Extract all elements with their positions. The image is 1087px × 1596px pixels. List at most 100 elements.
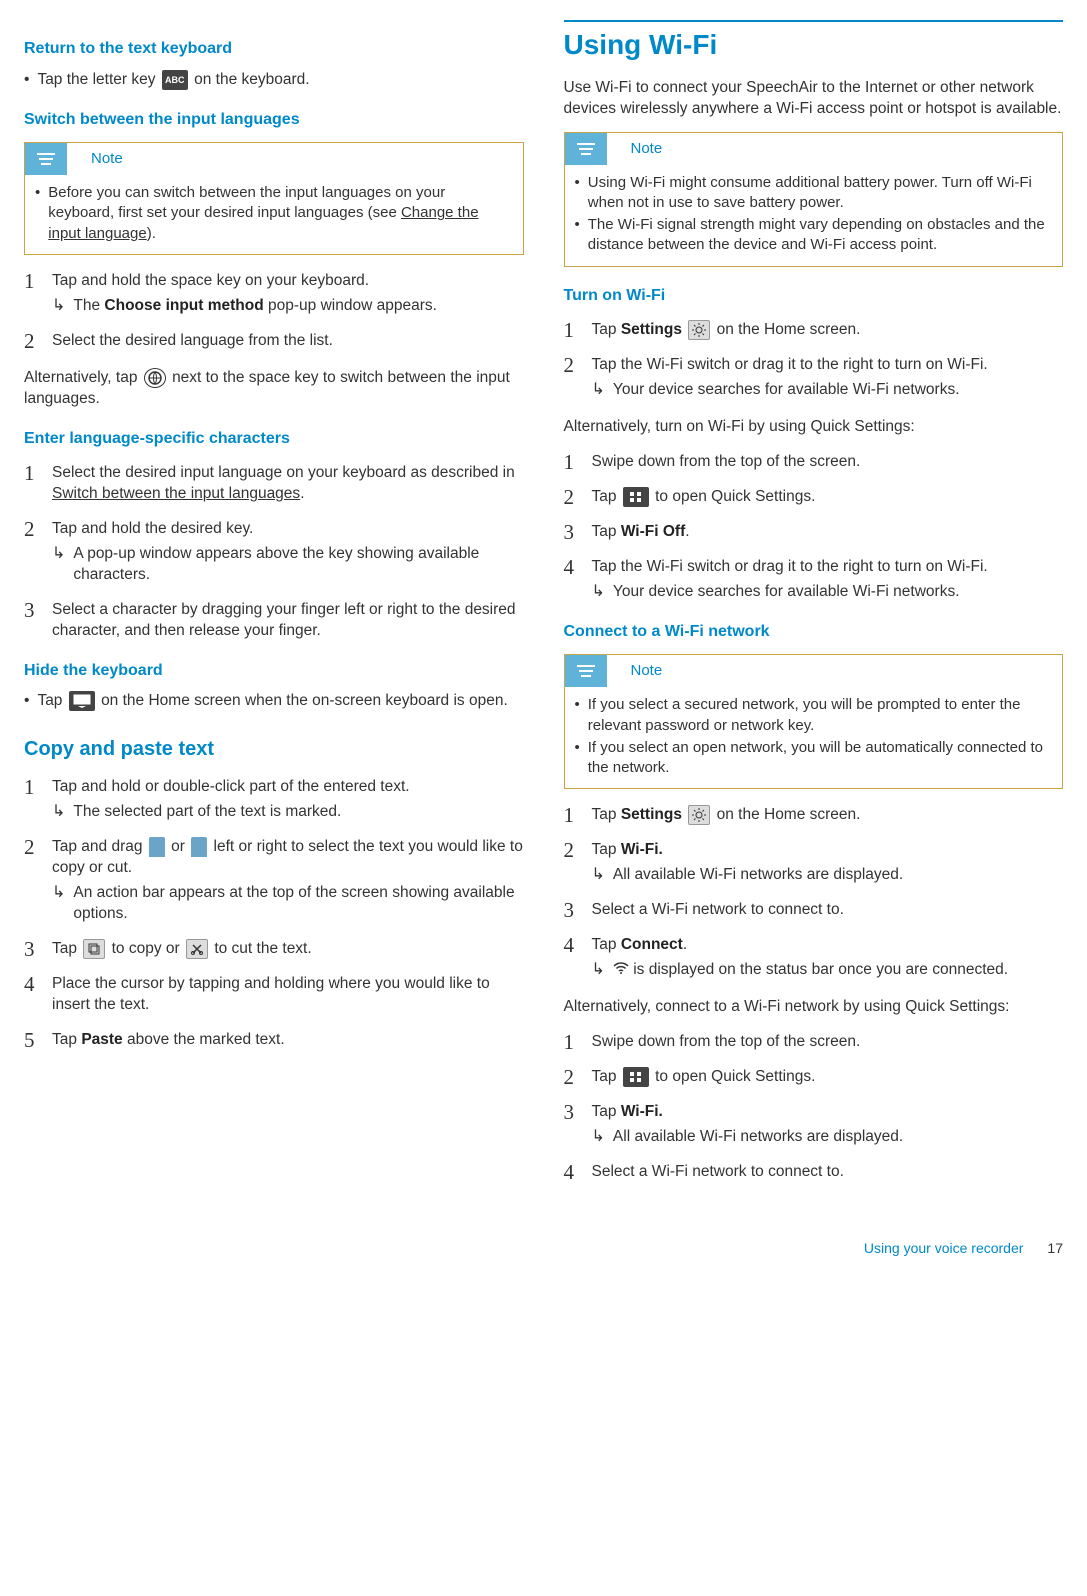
turn-on-wifi-steps: Tap Settings on the Home screen. Tap the… [564,320,1064,401]
note-body: Using Wi-Fi might consume additional bat… [565,165,1063,266]
result-arrow-icon: ↳ [52,544,65,563]
abc-key-icon: ABC [162,70,188,90]
note-header: Note [565,655,1063,687]
text: Select the desired language from the lis… [52,332,333,349]
step-item: Tap the Wi-Fi switch or drag it to the r… [564,355,1064,401]
wifi-status-icon [613,960,629,979]
switch-alt-paragraph: Alternatively, tap next to the space key… [24,368,524,410]
heading-lang-chars: Enter language-specific characters [24,428,524,450]
text: Tap [592,523,621,540]
step-item: Tap Paste above the marked text. [24,1030,524,1051]
text: is displayed on the status bar once you … [633,961,1008,978]
right-column: Using Wi-Fi Use Wi-Fi to connect your Sp… [564,20,1064,1199]
page-number: 17 [1047,1239,1063,1258]
bullet-icon [575,173,580,193]
result-arrow-icon: ↳ [52,296,65,315]
text: Tap [592,936,621,953]
text: An action bar appears at the top of the … [73,883,523,925]
text: to open Quick Settings. [655,1068,815,1085]
bold-text: Settings [621,321,682,338]
bullet-icon [575,215,580,235]
step-item: Tap and hold the desired key. ↳ A pop-up… [24,519,524,586]
text: Using Wi-Fi might consume additional bat… [588,173,1052,214]
text: Tap [592,321,621,338]
text: If you select an open network, you will … [588,738,1052,779]
note-icon [565,133,607,165]
cut-icon [186,939,208,959]
text: to cut the text. [214,940,311,957]
result-arrow-icon: ↳ [52,883,65,902]
step-item: Place the cursor by tapping and holding … [24,974,524,1016]
heading-copy-paste: Copy and paste text [24,736,524,763]
note-title: Note [607,661,663,681]
text: Select a character by dragging your fing… [52,601,516,639]
text: Tap [592,1068,617,1085]
connect-alt: Alternatively, connect to a Wi-Fi networ… [564,997,1064,1018]
quick-settings-icon [623,487,649,507]
step-item: Swipe down from the top of the screen. [564,1032,1064,1053]
bold-text: Connect [621,936,683,953]
text: Tap and hold or double-click part of the… [52,778,410,795]
text: Your device searches for available Wi-Fi… [613,582,960,603]
wifi-intro: Use Wi-Fi to connect your SpeechAir to t… [564,78,1064,120]
text: ). [147,225,156,242]
heading-connect-wifi: Connect to a Wi-Fi network [564,621,1064,643]
text: . [300,485,304,502]
heading-using-wifi: Using Wi-Fi [564,20,1064,64]
link-switch-input-languages[interactable]: Switch between the input languages [52,485,300,502]
note-header: Note [565,133,1063,165]
note-box: Note Using Wi-Fi might consume additiona… [564,132,1064,267]
step-item: Tap Wi-Fi Off. [564,522,1064,543]
text: Tap [592,806,621,823]
text: The [73,297,104,314]
bold-text: Choose input method [104,297,263,314]
note-body: Before you can switch between the input … [25,175,523,254]
text: Tap and drag [52,838,143,855]
step-item: Tap to copy or to cut the text. [24,939,524,960]
globe-icon [144,368,166,388]
settings-icon [688,320,710,340]
text: The Wi-Fi signal strength might vary dep… [588,215,1052,256]
bold-text: Wi-Fi. [621,1103,663,1120]
bullet-icon [575,695,580,715]
step-item: Tap Connect. ↳ is displayed on the statu… [564,935,1064,981]
text: . [685,523,689,540]
step-item: Tap to open Quick Settings. [564,487,1064,508]
text: or [171,838,185,855]
footer-section: Using your voice recorder [864,1239,1024,1258]
bullet-icon [24,691,29,712]
text: Tap [592,1103,621,1120]
page-footer: Using your voice recorder 17 [24,1239,1063,1258]
result-arrow-icon: ↳ [592,380,605,399]
step-item: Swipe down from the top of the screen. [564,452,1064,473]
step-item: Tap to open Quick Settings. [564,1067,1064,1088]
text: All available Wi-Fi networks are display… [613,865,903,886]
text: Swipe down from the top of the screen. [592,453,861,470]
note-box: Note Before you can switch between the i… [24,142,524,255]
text: Tap and hold the space key on your keybo… [52,272,369,289]
bullet-icon [575,738,580,758]
return-keyboard-line: Tap the letter key ABC on the keyboard. [24,70,524,91]
connect-quick-settings-steps: Swipe down from the top of the screen. T… [564,1032,1064,1183]
text: to open Quick Settings. [655,488,815,505]
text: The selected part of the text is marked. [73,802,341,823]
step-item: Tap and drag or left or right to select … [24,837,524,925]
step-item: Select a Wi-Fi network to connect to. [564,900,1064,921]
heading-turn-on-wifi: Turn on Wi-Fi [564,285,1064,307]
note-body: If you select a secured network, you wil… [565,687,1063,788]
copy-icon [83,939,105,959]
text: A pop-up window appears above the key sh… [73,544,523,586]
text: Tap [37,692,62,709]
text: on the Home screen. [717,806,861,823]
switch-languages-steps: Tap and hold the space key on your keybo… [24,271,524,352]
bold-text: Wi-Fi. [621,841,663,858]
text: Tap [52,1031,81,1048]
left-column: Return to the text keyboard Tap the lett… [24,20,524,1199]
text: on the Home screen. [717,321,861,338]
step-item: Tap Settings on the Home screen. [564,805,1064,826]
note-title: Note [67,149,123,169]
text: . [683,936,687,953]
bullet-icon [35,183,40,203]
text: on the Home screen when the on-screen ke… [101,692,508,709]
note-title: Note [607,139,663,159]
